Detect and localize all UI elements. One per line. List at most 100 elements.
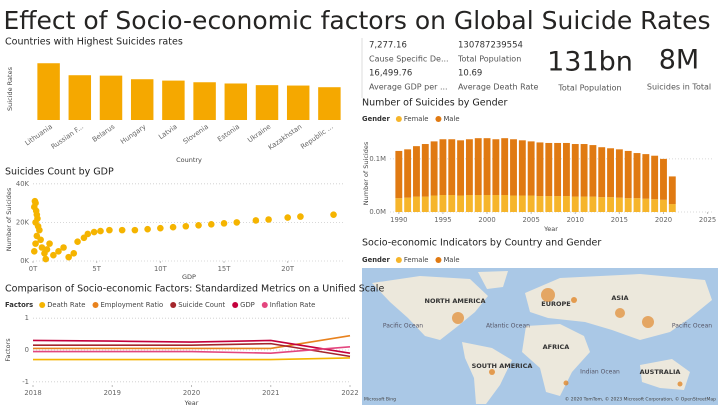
legend-title: Gender <box>362 256 391 264</box>
scatter-point <box>220 220 228 227</box>
scatter-point <box>169 223 177 231</box>
bar-segment <box>660 158 667 200</box>
legend-label: Female <box>404 115 429 123</box>
chart-title: Number of Suicides by Gender <box>362 98 508 109</box>
scatter-point <box>330 211 337 218</box>
x-tick-label: 15T <box>218 265 232 273</box>
bar <box>130 79 154 120</box>
bar-segment <box>642 198 650 212</box>
land <box>372 276 488 340</box>
bar-segment <box>668 176 676 205</box>
legend-marker <box>395 116 402 122</box>
legend-label: Female <box>404 256 429 264</box>
land <box>522 324 590 396</box>
kpi-label: Average Death Rate <box>458 83 539 92</box>
scatter-point <box>106 226 113 234</box>
bar-segment <box>554 142 562 197</box>
bar-segment <box>404 197 412 212</box>
legend-label: Male <box>443 115 459 123</box>
bar-segment <box>465 195 473 212</box>
scatter-point <box>297 213 304 220</box>
bar-segment <box>501 195 509 212</box>
bar-segment <box>624 198 632 212</box>
bar <box>37 63 60 120</box>
bar-segment <box>598 147 606 198</box>
ocean-label: Pacific Ocean <box>672 323 712 330</box>
bar-segment <box>413 196 420 212</box>
legend-label: Male <box>443 256 459 264</box>
y-tick-label: 0K <box>20 257 29 265</box>
bar-segment <box>439 139 447 196</box>
bar-segment <box>448 139 456 196</box>
kpi-label: Total Population <box>557 84 621 93</box>
map-brand: Microsoft Bing <box>364 397 396 403</box>
bar-segment <box>562 142 570 197</box>
bar-segment <box>651 155 659 200</box>
scatter-point <box>90 228 98 236</box>
map-bubble <box>489 369 495 375</box>
y-axis-label: Factors <box>4 338 12 362</box>
bar-segment <box>518 140 526 196</box>
x-tick-label: 2019 <box>104 389 121 397</box>
bar-segment <box>633 198 641 212</box>
legend-marker <box>435 116 442 122</box>
x-tick-label: 2021 <box>262 389 279 397</box>
x-axis-label: Year <box>184 399 199 407</box>
bar-segment <box>527 141 535 196</box>
land <box>640 359 690 390</box>
scatter-point <box>118 226 126 234</box>
line-series <box>33 342 351 358</box>
x-tick-label: 2000 <box>478 216 495 224</box>
bar <box>68 75 92 120</box>
bar-segment <box>510 139 517 196</box>
x-tick-label: 10T <box>154 265 168 273</box>
kpi-big-value: 8M <box>659 45 699 76</box>
x-tick-label: 2022 <box>341 389 358 397</box>
x-tick-label: 5T <box>92 265 101 273</box>
scatter-point <box>233 219 241 226</box>
x-tick-label: 2018 <box>24 389 41 397</box>
legend-label: Death Rate <box>47 301 85 309</box>
land <box>525 274 712 340</box>
bar-segment <box>483 138 491 196</box>
bar <box>99 75 123 120</box>
map-label: ASIA <box>611 294 628 302</box>
x-tick-label: 2010 <box>567 216 584 224</box>
bar-segment <box>395 150 403 199</box>
ocean-label: Indian Ocean <box>580 369 620 376</box>
bar-segment <box>651 199 659 212</box>
bar-segment <box>404 149 412 198</box>
map-bubble <box>452 312 464 324</box>
bar-segment <box>430 141 438 196</box>
x-tick-label: 2020 <box>183 389 200 397</box>
bar-segment <box>465 139 473 196</box>
map-bubble <box>541 288 555 302</box>
bar <box>162 80 185 120</box>
scatter-point <box>284 214 291 221</box>
map: NORTH AMERICA EUROPE ASIA AFRICA SOUTH A… <box>362 268 718 405</box>
x-tick-label: 1990 <box>390 216 407 224</box>
bar-segment <box>510 195 517 212</box>
legend-title: Gender <box>362 115 391 123</box>
bar-segment <box>421 196 429 212</box>
bar-segment <box>615 149 623 198</box>
scatter-point <box>42 255 50 263</box>
bar-segment <box>474 138 482 196</box>
chart-title: Countries with Highest Suicides rates <box>5 37 183 48</box>
x-axis-label: Country <box>176 156 202 164</box>
y-tick-label: 0 <box>25 346 29 354</box>
bar-segment <box>554 196 562 212</box>
scatter-point <box>38 244 46 251</box>
bar <box>255 85 279 120</box>
bar-segment <box>589 196 597 212</box>
legend-marker <box>435 257 442 263</box>
ocean-label: Atlantic Ocean <box>486 323 530 330</box>
legend-label: Employment Ratio <box>101 301 164 309</box>
bar <box>224 83 248 120</box>
bar-segment <box>571 196 579 212</box>
x-tick-label: 2020 <box>655 216 672 224</box>
scatter-point <box>70 249 78 257</box>
bar-segment <box>571 144 579 197</box>
bar-segment <box>615 197 623 212</box>
kpi-big-value: 131bn <box>547 47 633 78</box>
